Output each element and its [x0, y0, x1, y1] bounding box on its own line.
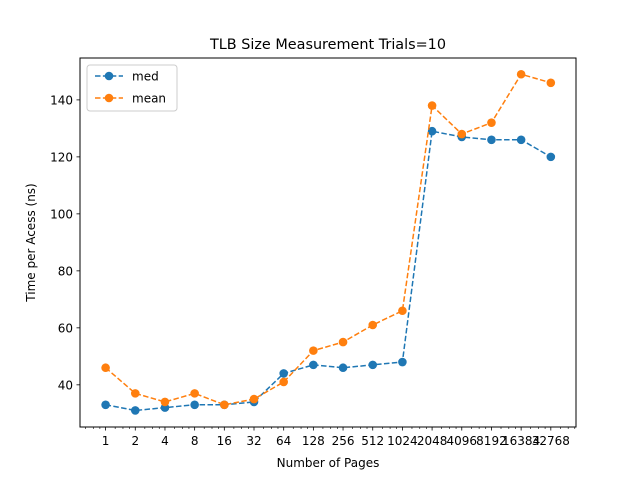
- legend-label-med: med: [132, 70, 159, 84]
- y-axis-label: Time per Acess (ns): [24, 183, 38, 302]
- data-point-med: [546, 152, 556, 162]
- data-point-med: [427, 126, 437, 136]
- x-tick-label: 16: [217, 434, 232, 448]
- data-point-mean: [368, 320, 378, 330]
- data-point-mean: [546, 78, 556, 88]
- legend-label-mean: mean: [132, 92, 166, 106]
- x-tick-label: 64: [276, 434, 291, 448]
- x-tick-label: 8192: [476, 434, 507, 448]
- x-axis-label: Number of Pages: [277, 456, 380, 470]
- x-tick-label: 128: [302, 434, 325, 448]
- data-point-med: [130, 406, 140, 415]
- data-point-mean: [190, 389, 199, 398]
- x-tick-label: 16384: [502, 434, 540, 448]
- chart-title: TLB Size Measurement Trials=10: [209, 37, 446, 53]
- x-tick-label: 8: [191, 434, 199, 448]
- y-tick-label: 60: [58, 321, 73, 335]
- data-point-mean: [309, 346, 318, 355]
- y-tick-label: 100: [50, 207, 73, 221]
- data-point-mean: [427, 101, 437, 110]
- x-tick-label: 2: [131, 434, 139, 448]
- data-point-med: [309, 360, 318, 370]
- x-tick-label: 32: [246, 434, 261, 448]
- data-point-med: [398, 357, 407, 367]
- y-tick-label: 140: [50, 93, 73, 107]
- data-point-med: [516, 135, 526, 145]
- series-line-mean: [105, 73, 552, 406]
- y-tick-label: 80: [58, 264, 73, 278]
- legend-marker-med: [104, 71, 114, 81]
- data-point-mean: [101, 363, 110, 373]
- data-point-mean: [160, 397, 170, 407]
- series-layer: [101, 69, 556, 415]
- y-tick-label: 120: [50, 150, 73, 164]
- plot-area-frame: [79, 57, 577, 428]
- legend: med mean: [86, 64, 178, 112]
- data-point-med: [368, 360, 378, 370]
- data-point-mean: [220, 400, 229, 410]
- data-point-mean: [516, 69, 526, 79]
- data-point-mean: [249, 394, 259, 404]
- data-point-mean: [398, 306, 407, 316]
- x-tick-label: 4096: [447, 434, 478, 448]
- x-tick-label: 2048: [417, 434, 448, 448]
- data-point-med: [279, 369, 288, 378]
- y-tick-label: 40: [58, 378, 73, 392]
- series-line-med: [105, 130, 552, 412]
- x-tick-label: 4: [161, 434, 169, 448]
- x-tick-label: 1024: [387, 434, 418, 448]
- data-point-mean: [338, 337, 348, 347]
- data-point-mean: [279, 377, 288, 387]
- data-point-med: [487, 135, 496, 145]
- data-point-med: [338, 363, 348, 373]
- legend-marker-mean: [104, 93, 114, 103]
- x-tick-label: 512: [361, 434, 384, 448]
- data-point-med: [190, 400, 199, 410]
- data-point-mean: [130, 389, 140, 398]
- data-point-mean: [487, 118, 496, 127]
- x-tick-label: 32768: [532, 434, 570, 448]
- x-tick-label: 256: [332, 434, 355, 448]
- data-point-mean: [457, 129, 467, 139]
- x-tick-label: 1: [102, 434, 110, 448]
- data-point-med: [101, 400, 110, 410]
- ticks-layer: 1 2 4 8 16 32 64 128 256 512 1024 2048 4096 819216384…: [50, 93, 576, 448]
